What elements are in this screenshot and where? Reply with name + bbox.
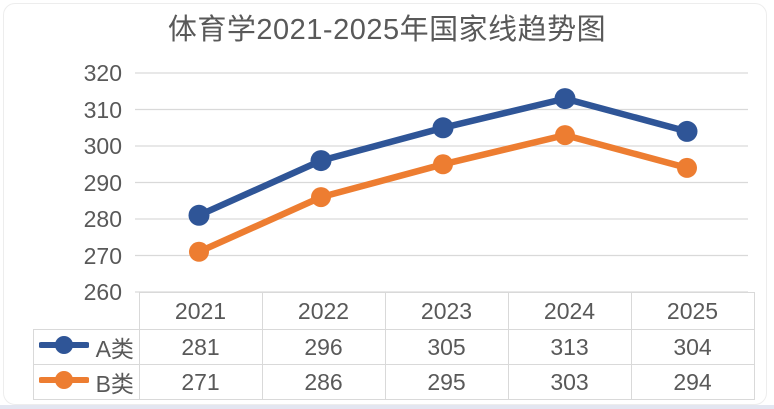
legend-key-icon-B类	[37, 369, 90, 396]
series-line-B类	[195, 131, 691, 256]
chart-title: 体育学2021-2025年国家线趋势图	[167, 14, 607, 46]
bottom-edge-strip	[0, 405, 774, 409]
data-point-B类-2023	[433, 154, 453, 175]
y-tick-label: 310	[83, 96, 122, 123]
legend-key-icon-A类	[37, 334, 90, 361]
data-point-B类-2021	[189, 241, 209, 262]
table-value-A类-2023: 305	[384, 329, 509, 365]
table-header-2025: 2025	[630, 292, 755, 330]
table-value-B类-2024: 303	[507, 364, 632, 400]
y-tick-label: 280	[83, 206, 122, 232]
table-header-2024: 2024	[507, 292, 632, 330]
data-table: 2021 2022 2023 2024 2025 A类 281 296 305 313 304 B类 2…	[33, 292, 755, 400]
table-value-A类-2022: 296	[261, 329, 386, 365]
table-corner-cell	[34, 293, 140, 330]
legend-cell-B类: B类	[33, 364, 140, 400]
table-header-2021: 2021	[138, 292, 263, 330]
table-value-B类-2022: 286	[261, 364, 386, 400]
legend-label-B类: B类	[95, 371, 134, 397]
data-point-B类-2022	[311, 187, 331, 208]
table-header-2022: 2022	[261, 292, 386, 330]
table-value-B类-2021: 271	[138, 364, 263, 400]
table-value-B类-2023: 295	[384, 364, 509, 400]
y-tick-label: 300	[83, 133, 122, 159]
table-value-B类-2025: 294	[630, 364, 755, 400]
data-point-A类-2021	[188, 204, 210, 226]
legend-label-A类: A类	[95, 336, 134, 362]
data-point-B类-2024	[555, 125, 575, 146]
data-point-A类-2024	[554, 88, 576, 110]
table-value-A类-2025: 304	[630, 329, 755, 365]
data-point-A类-2025	[676, 120, 698, 142]
data-point-A类-2022	[310, 150, 332, 172]
data-point-A类-2023	[432, 117, 454, 139]
y-tick-label: 290	[83, 169, 122, 196]
table-header-2023: 2023	[384, 292, 509, 330]
y-tick-label: 260	[83, 279, 122, 305]
legend-cell-A类: A类	[33, 329, 140, 365]
y-tick-label: 320	[83, 60, 122, 86]
data-point-B类-2025	[677, 157, 697, 178]
table-value-A类-2021: 281	[138, 329, 263, 365]
table-value-A类-2024: 313	[507, 329, 632, 365]
y-tick-label: 270	[83, 242, 122, 269]
